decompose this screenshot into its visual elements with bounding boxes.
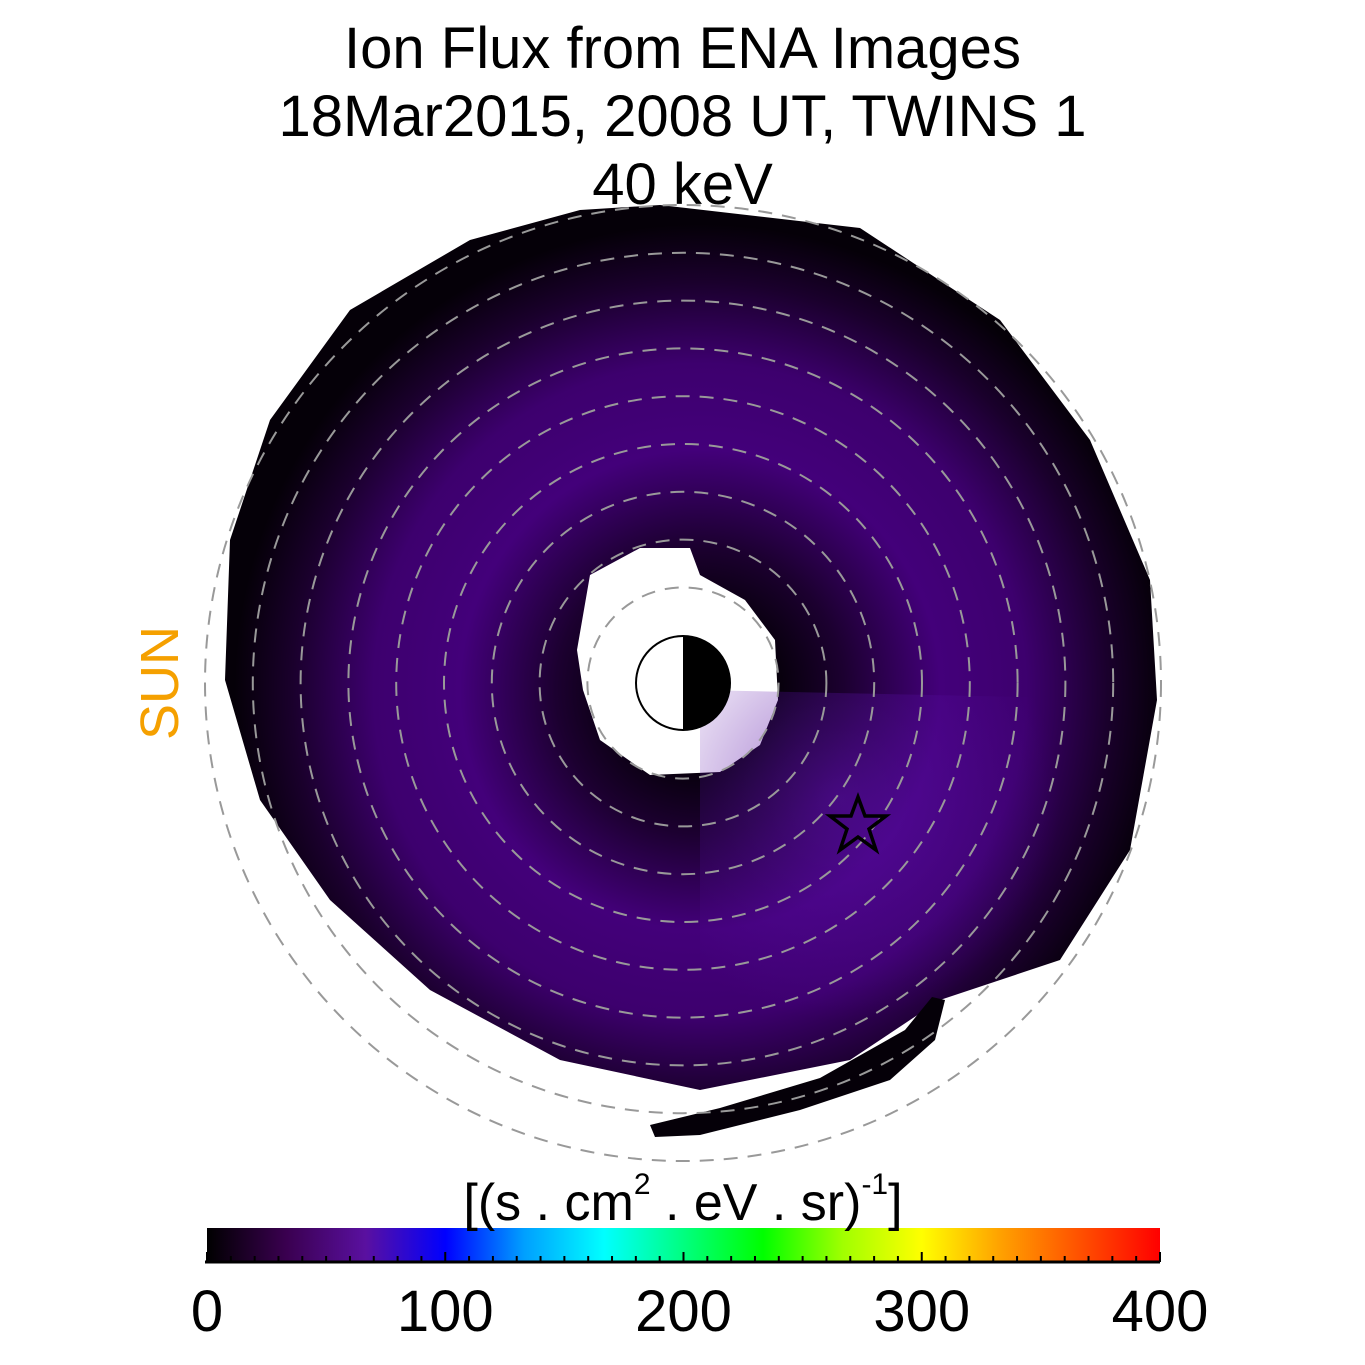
unit-part: ] [888, 1174, 903, 1232]
grid-circle-3re [538, 538, 828, 828]
earth-icon [635, 635, 731, 731]
flux-tail [650, 997, 945, 1137]
colorbar-tick-label: 0 [190, 1279, 224, 1344]
unit-exponent: -1 [861, 1168, 889, 1201]
grid-circle-5re [443, 443, 923, 923]
grid-circle-2re [586, 586, 780, 780]
colorbar-tick-label: 200 [635, 1279, 732, 1344]
grid-circle-10re [204, 204, 1162, 1162]
title-line-1: Ion Flux from ENA Images [344, 16, 1021, 81]
radial-grid [204, 204, 1162, 1162]
sun-direction-label: SUN [130, 625, 190, 741]
colorbar-tick-label: 100 [396, 1279, 494, 1344]
unit-part: . eV . sr) [650, 1174, 862, 1232]
star-marker-icon [824, 791, 892, 855]
grid-circle-7re [347, 347, 1019, 1019]
grid-circle-9re [251, 251, 1115, 1115]
title-line-3: 40 keV [592, 152, 773, 217]
colorbar-unit-label: [(s . cm2 . eV . sr)-1] [463, 1168, 902, 1233]
colorbar [205, 1228, 1161, 1264]
grid-circle-8re [299, 299, 1067, 1067]
grid-circle-4re [490, 490, 876, 876]
colorbar-tick-label: 300 [873, 1279, 971, 1344]
colorbar-tick-label: 400 [1111, 1279, 1209, 1344]
unit-exponent: 2 [633, 1168, 651, 1201]
title-line-2: 18Mar2015, 2008 UT, TWINS 1 [278, 84, 1087, 149]
unit-part: [(s . cm [463, 1174, 634, 1232]
grid-circle-6re [395, 395, 971, 971]
